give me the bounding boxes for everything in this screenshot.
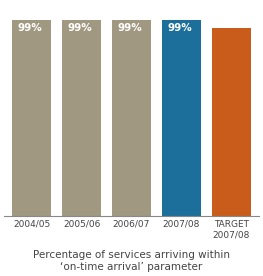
Text: 99%: 99% bbox=[18, 23, 43, 33]
Bar bbox=[212, 28, 251, 216]
Bar bbox=[12, 20, 51, 216]
Text: 99%: 99% bbox=[68, 23, 93, 33]
Bar bbox=[62, 20, 101, 216]
X-axis label: Percentage of services arriving within
‘on-time arrival’ parameter: Percentage of services arriving within ‘… bbox=[33, 250, 230, 272]
Bar bbox=[162, 20, 201, 216]
Text: 95%: 95% bbox=[218, 31, 242, 41]
Text: 99%: 99% bbox=[118, 23, 143, 33]
Text: 99%: 99% bbox=[168, 23, 193, 33]
Bar bbox=[112, 20, 151, 216]
